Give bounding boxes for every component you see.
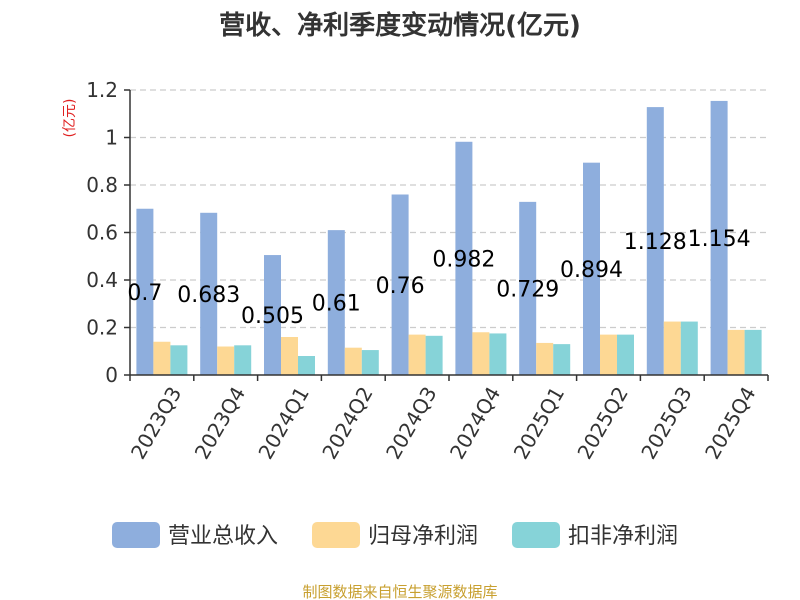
bar-1-2024Q2 xyxy=(327,230,345,375)
bar-1-2023Q3 xyxy=(136,208,154,375)
x-tick-label: 2025Q2 xyxy=(572,383,632,464)
y-tick-label: 0.4 xyxy=(86,268,118,292)
data-label: 0.982 xyxy=(432,247,495,272)
bar-2-2025Q1 xyxy=(536,342,554,375)
bar-1-2024Q1 xyxy=(264,255,281,375)
legend-swatch xyxy=(512,522,560,548)
x-tick-label: 2024Q3 xyxy=(381,383,441,464)
bar-1-2025Q3 xyxy=(646,107,664,375)
y-tick-label: 0.8 xyxy=(86,173,118,197)
legend: 营业总收入 归母净利润 扣非净利润 xyxy=(112,522,678,549)
data-label: 0.683 xyxy=(177,283,240,308)
bar-3-2024Q1 xyxy=(298,356,315,375)
data-label: 0.76 xyxy=(376,274,425,299)
y-tick-label: 0 xyxy=(105,363,118,387)
bar-3-2024Q3 xyxy=(425,335,443,375)
bar-2-2023Q3 xyxy=(153,341,171,375)
x-tick-label: 2024Q4 xyxy=(445,383,505,464)
data-label: 1.128 xyxy=(624,230,687,255)
bar-1-2025Q1 xyxy=(519,201,537,375)
bar-3-2025Q4 xyxy=(744,329,762,375)
bar-2-2024Q4 xyxy=(472,332,490,375)
data-label: 0.894 xyxy=(560,258,623,283)
x-tick-label: 2024Q1 xyxy=(253,383,313,464)
bar-3-2024Q4 xyxy=(489,333,507,375)
y-tick-label: 1.2 xyxy=(86,78,118,102)
bar-1-2024Q4 xyxy=(455,141,473,375)
bar-2-2023Q4 xyxy=(217,346,235,375)
legend-label: 归母净利润 xyxy=(368,524,478,549)
x-tick-label: 2024Q2 xyxy=(317,383,377,464)
x-tick-label: 2025Q4 xyxy=(700,383,760,464)
bar-3-2024Q2 xyxy=(361,350,379,375)
bar-3-2023Q3 xyxy=(170,345,188,375)
data-label: 0.505 xyxy=(241,304,304,329)
legend-label: 营业总收入 xyxy=(168,524,278,549)
bar-1-2025Q2 xyxy=(583,162,600,375)
bar-2-2024Q2 xyxy=(344,347,362,375)
bar-3-2025Q1 xyxy=(553,344,571,375)
bar-2-2025Q3 xyxy=(663,321,681,375)
bar-3-2023Q4 xyxy=(234,345,252,375)
chart-title: 营收、净利季度变动情况(亿元) xyxy=(219,10,581,41)
bar-3-2025Q3 xyxy=(680,321,698,375)
bar-1-2024Q3 xyxy=(391,194,409,375)
x-tick-label: 2025Q3 xyxy=(636,383,696,464)
bar-1-2025Q4 xyxy=(710,100,728,376)
legend-swatch xyxy=(312,522,360,548)
bar-3-2025Q2 xyxy=(617,334,634,375)
x-tick-label: 2025Q1 xyxy=(509,383,569,464)
bar-2-2024Q1 xyxy=(281,337,298,375)
data-label: 1.154 xyxy=(688,227,751,252)
y-tick-label: 0.2 xyxy=(86,316,118,340)
y-tick-label: 0.6 xyxy=(86,221,118,245)
y-tick-label: 1 xyxy=(105,126,118,150)
y-axis-label: (亿元) xyxy=(62,99,78,138)
data-label: 0.61 xyxy=(312,292,361,317)
x-tick-label: 2023Q4 xyxy=(190,383,250,464)
legend-swatch xyxy=(112,522,160,548)
bar-2-2025Q2 xyxy=(600,334,617,375)
x-tick-label: 2023Q3 xyxy=(126,383,186,464)
legend-label: 扣非净利润 xyxy=(568,524,678,549)
bars xyxy=(136,100,762,376)
bar-1-2023Q4 xyxy=(200,212,218,375)
bar-2-2024Q3 xyxy=(408,334,426,375)
data-label: 0.729 xyxy=(496,277,559,302)
bar-2-2025Q4 xyxy=(727,329,745,375)
data-label: 0.7 xyxy=(127,281,162,306)
source-note: 制图数据来自恒生聚源数据库 xyxy=(302,583,497,600)
